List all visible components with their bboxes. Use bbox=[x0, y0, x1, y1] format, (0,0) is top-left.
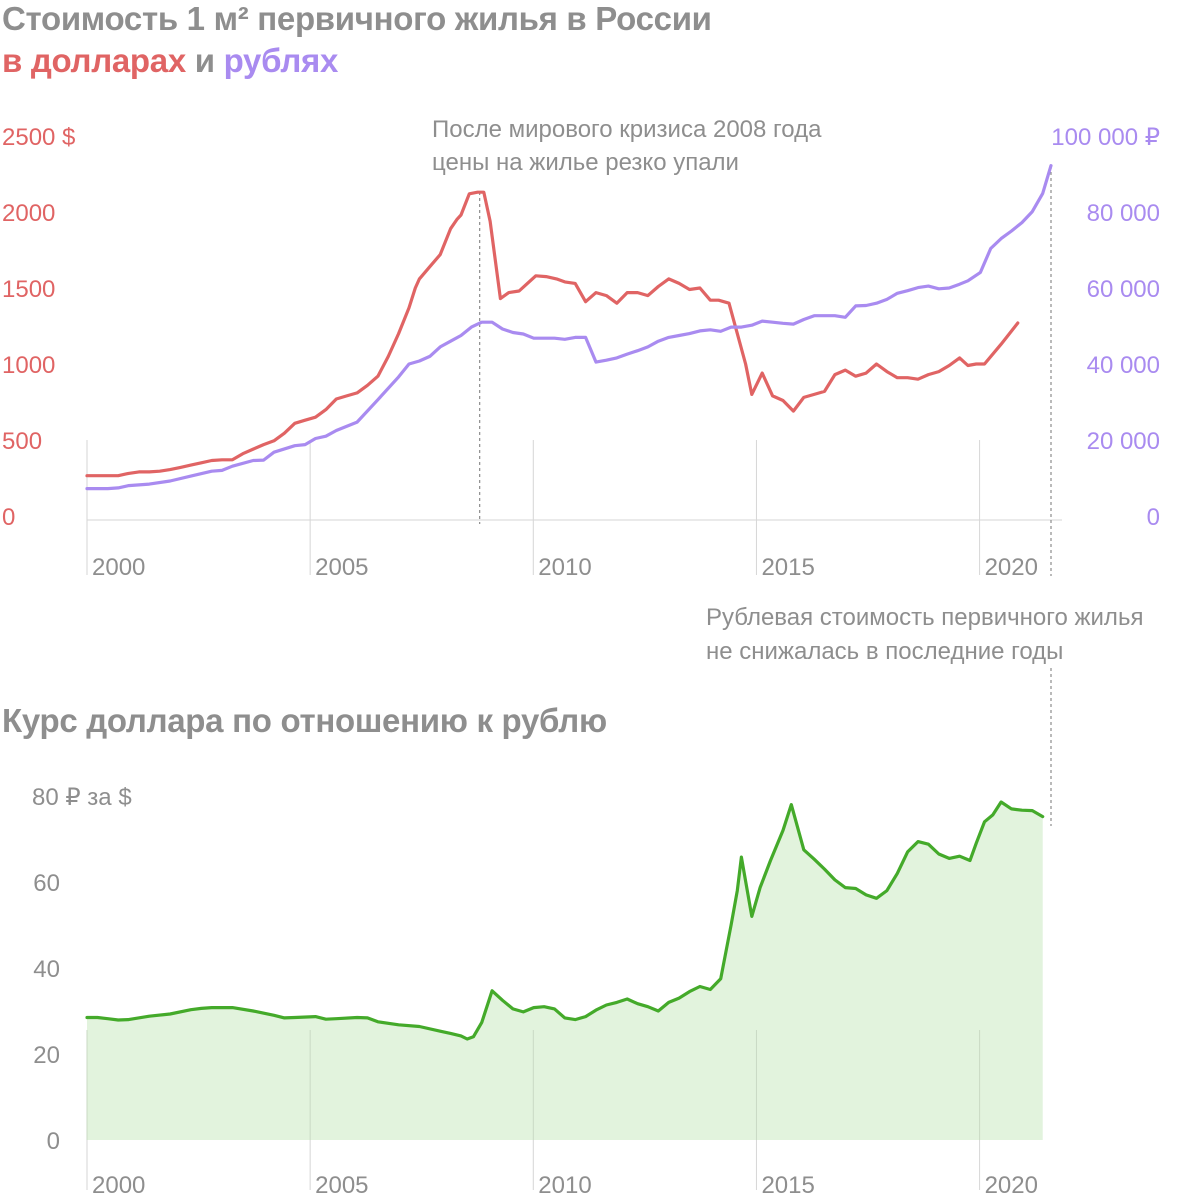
crisis-annotation-line2: цены на жилье резко упали bbox=[432, 149, 739, 176]
rate-line bbox=[85, 800, 1045, 1041]
annotations: После мирового кризиса 2008 года цены на… bbox=[432, 116, 1143, 665]
subtitle-dollars: в долларах bbox=[2, 42, 186, 79]
y-tick-label: 80 ₽ за $ bbox=[32, 784, 132, 811]
x-tick-label: 2010 bbox=[538, 554, 591, 581]
y-left-tick-label: 2500 $ bbox=[2, 124, 75, 151]
ruble-annotation-line1: Рублевая стоимость первичного жилья bbox=[706, 604, 1143, 631]
y-tick-label: 40 bbox=[33, 956, 60, 983]
subtitle-and: и bbox=[185, 42, 224, 79]
y-left-tick-label: 2000 bbox=[2, 200, 55, 227]
subtitle-rubles: рублях bbox=[223, 42, 339, 79]
x-tick-label: 2015 bbox=[761, 1172, 814, 1199]
x-tick-label: 2005 bbox=[315, 1172, 368, 1199]
y-left-tick-label: 500 bbox=[2, 428, 42, 455]
chart-title-rate: Курс доллара по отношению к рублю bbox=[2, 702, 607, 739]
x-tick-label: 2020 bbox=[985, 554, 1038, 581]
y-right-tick-label: 100 000 ₽ bbox=[1051, 124, 1160, 151]
y-right-tick-label: 0 bbox=[1147, 504, 1160, 531]
x-tick-label: 2000 bbox=[92, 1172, 145, 1199]
chart-subtitle-price: в долларах и рублях bbox=[2, 42, 338, 80]
y-left-tick-label: 0 bbox=[2, 504, 15, 531]
x-tick-label: 2010 bbox=[538, 1172, 591, 1199]
y-left-tick-label: 1500 bbox=[2, 276, 55, 303]
x-tick-label: 2000 bbox=[92, 554, 145, 581]
ruble-annotation-line2: не снижалась в последние годы bbox=[706, 638, 1063, 665]
x-tick-label: 2005 bbox=[315, 554, 368, 581]
y-right-tick-label: 60 000 bbox=[1087, 276, 1160, 303]
y-tick-label: 20 bbox=[33, 1042, 60, 1069]
price-chart: 2000 2005 2010 2015 2020 0 500 1000 1500 2000 2500… bbox=[2, 124, 1160, 826]
series-line-rub bbox=[85, 164, 1053, 491]
crisis-annotation-line1: После мирового кризиса 2008 года bbox=[432, 116, 822, 143]
y-left-tick-label: 1000 bbox=[2, 352, 55, 379]
y-tick-label: 60 bbox=[33, 870, 60, 897]
y-tick-label: 0 bbox=[47, 1128, 60, 1155]
y-right-tick-label: 80 000 bbox=[1087, 200, 1160, 227]
rate-chart: 2000 2005 2010 2015 2020 0 20 40 60 80 ₽ за $ bbox=[32, 784, 1045, 1199]
y-right-tick-label: 20 000 bbox=[1087, 428, 1160, 455]
x-tick-label: 2015 bbox=[761, 554, 814, 581]
y-right-tick-label: 40 000 bbox=[1087, 352, 1160, 379]
series-line-usd bbox=[85, 190, 1020, 478]
x-tick-label: 2020 bbox=[985, 1172, 1038, 1199]
chart-title-price: Стоимость 1 м² первичного жилья в России bbox=[2, 0, 712, 37]
rate-area bbox=[87, 802, 1043, 1140]
